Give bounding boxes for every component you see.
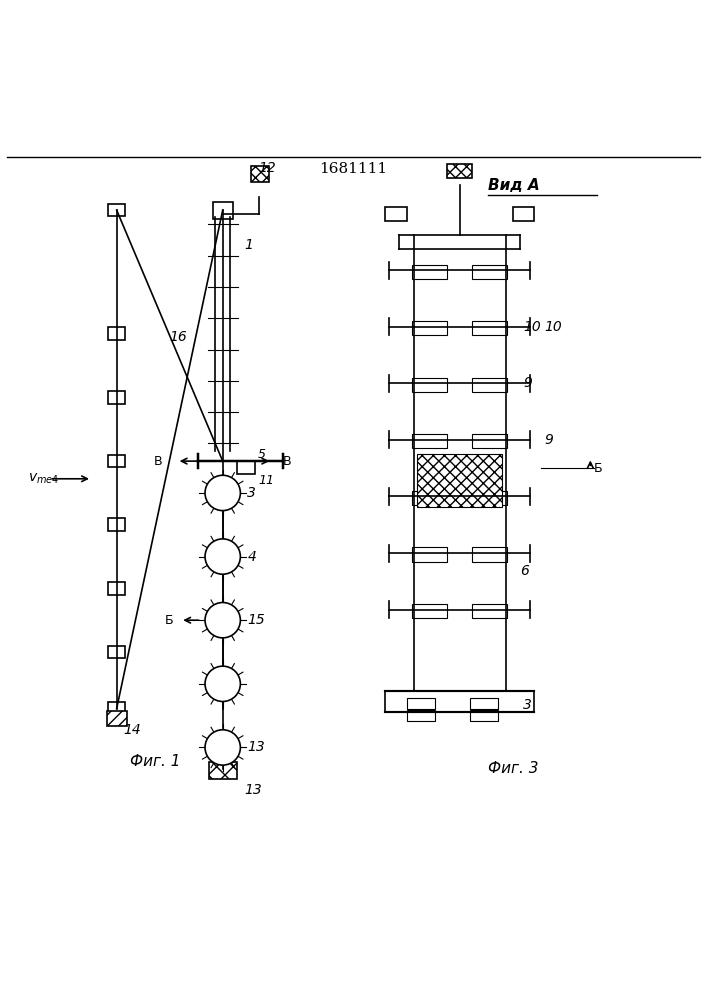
Bar: [107, 646, 125, 658]
Text: $v_{me4}$: $v_{me4}$: [28, 472, 59, 486]
Bar: [209, 762, 237, 779]
Bar: [411, 434, 447, 448]
Bar: [237, 461, 255, 474]
Bar: [411, 265, 447, 279]
Text: 15: 15: [247, 613, 265, 627]
Bar: [251, 166, 269, 182]
Text: В: В: [283, 455, 291, 468]
Bar: [407, 698, 435, 709]
Bar: [472, 321, 507, 335]
Text: 9: 9: [523, 376, 532, 390]
Bar: [472, 434, 507, 448]
Text: 12: 12: [258, 161, 276, 175]
Bar: [472, 491, 507, 505]
Bar: [411, 604, 447, 618]
Circle shape: [205, 666, 240, 701]
Bar: [107, 711, 127, 726]
Text: 1: 1: [245, 238, 254, 252]
Circle shape: [205, 475, 240, 511]
Text: 10: 10: [523, 320, 541, 334]
Text: 4: 4: [247, 550, 257, 564]
Text: 3: 3: [523, 698, 532, 712]
Text: 10: 10: [544, 320, 562, 334]
Bar: [407, 710, 435, 721]
Text: Фиг. 1: Фиг. 1: [130, 754, 181, 769]
Text: Б: Б: [165, 614, 173, 627]
Text: 16: 16: [170, 330, 187, 344]
Circle shape: [205, 730, 240, 765]
Bar: [107, 391, 125, 404]
Bar: [107, 327, 125, 340]
Text: 9: 9: [544, 433, 554, 447]
Bar: [472, 378, 507, 392]
Text: 11: 11: [258, 474, 274, 487]
Bar: [107, 702, 125, 715]
Circle shape: [205, 603, 240, 638]
Bar: [411, 321, 447, 335]
Bar: [417, 454, 502, 507]
Bar: [107, 204, 125, 216]
Text: В: В: [154, 455, 163, 468]
Text: 1681111: 1681111: [320, 162, 387, 176]
Bar: [107, 582, 125, 595]
Bar: [213, 202, 233, 219]
Bar: [513, 207, 534, 221]
Bar: [411, 491, 447, 505]
Text: 14: 14: [124, 723, 141, 737]
Bar: [411, 547, 447, 562]
Text: Б: Б: [594, 462, 602, 475]
Bar: [411, 378, 447, 392]
Bar: [470, 710, 498, 721]
Bar: [472, 265, 507, 279]
Text: Вид А: Вид А: [488, 178, 539, 193]
Bar: [470, 698, 498, 709]
Bar: [472, 547, 507, 562]
Bar: [472, 604, 507, 618]
Text: 3: 3: [247, 486, 257, 500]
Text: 13: 13: [247, 740, 265, 754]
Bar: [447, 164, 472, 178]
Bar: [107, 518, 125, 531]
Bar: [385, 207, 407, 221]
Text: 13: 13: [244, 783, 262, 797]
Circle shape: [205, 539, 240, 574]
Text: 5: 5: [258, 448, 266, 461]
Text: 6: 6: [520, 564, 529, 578]
Text: Фиг. 3: Фиг. 3: [488, 761, 538, 776]
Bar: [107, 455, 125, 467]
